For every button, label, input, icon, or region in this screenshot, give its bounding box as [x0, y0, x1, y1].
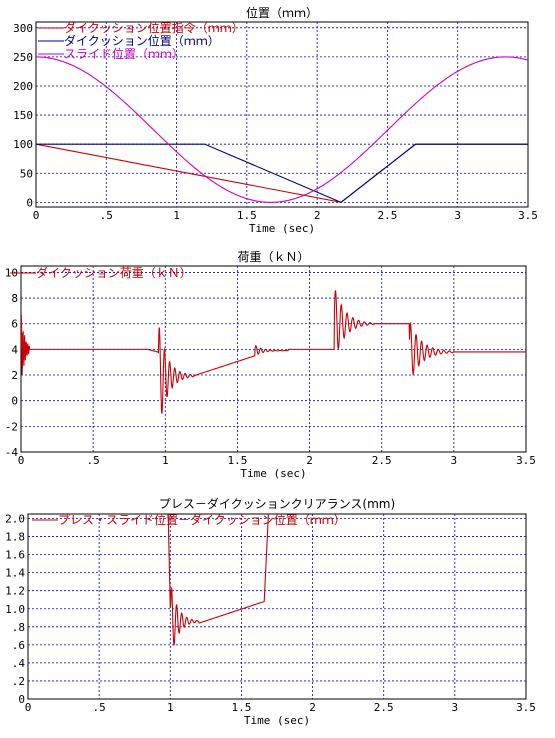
y-tick-label: 0 — [11, 395, 18, 408]
y-tick-label: 100 — [13, 138, 33, 151]
y-tick-label: 2 — [11, 369, 18, 382]
series-line — [36, 143, 528, 203]
x-tick-label: 1.5 — [237, 209, 257, 222]
y-tick-label: 4 — [11, 343, 18, 356]
x-axis-label: Time (sec) — [249, 222, 315, 235]
y-tick-label: .2 — [12, 675, 25, 688]
x-tick-label: 2.5 — [372, 454, 392, 467]
y-tick-label: 1.0 — [5, 603, 25, 616]
legend-entry: ダイクッション位置（ｍｍ） — [64, 33, 220, 48]
x-tick-label: 3.5 — [516, 701, 536, 714]
y-tick-label: 1.2 — [5, 585, 25, 598]
series-line — [167, 514, 269, 646]
x-tick-label: .5 — [100, 209, 113, 222]
legend-entry: プレス・スライド位置－ダイクッション位置（ｍｍ） — [58, 512, 346, 527]
y-tick-label: 50 — [20, 167, 33, 180]
y-tick-label: 6 — [11, 318, 18, 331]
x-axis-label: Time (sec) — [240, 467, 306, 480]
x-tick-label: .5 — [87, 454, 100, 467]
y-tick-label: 2.0 — [5, 513, 25, 526]
x-tick-label: 1.5 — [227, 454, 247, 467]
legend-entry: ダイクッション位置指令（ｍｍ） — [64, 20, 244, 35]
x-tick-label: 1.5 — [231, 701, 251, 714]
x-tick-label: 2 — [309, 701, 316, 714]
series-line — [36, 56, 528, 203]
y-tick-label: .6 — [12, 639, 25, 652]
x-tick-label: 1 — [162, 454, 169, 467]
x-tick-label: 3 — [454, 209, 461, 222]
y-tick-label: -2 — [5, 420, 18, 433]
x-tick-label: 0 — [18, 454, 25, 467]
x-tick-label: 1 — [167, 701, 174, 714]
plot-frame — [35, 21, 529, 208]
x-tick-label: 3 — [452, 701, 459, 714]
series-line — [21, 290, 526, 414]
x-tick-label: 2 — [306, 454, 313, 467]
legend-entry: スライド位置（ｍｍ） — [64, 46, 184, 61]
chart-1: 0 .5 1 1.5 2 2.5 3 3.5 0 50 100 150 200 250 300 Time (s… — [13, 5, 538, 235]
chart-title: プレス－ダイクッションクリアランス(mm) — [159, 496, 395, 511]
x-tick-label: 2.5 — [374, 701, 394, 714]
y-tick-label: 1.6 — [5, 549, 25, 562]
x-tick-label: 1 — [173, 209, 180, 222]
y-tick-label: .4 — [12, 657, 26, 670]
y-tick-label: 200 — [13, 80, 33, 93]
y-tick-label: 0 — [18, 693, 25, 706]
y-tick-label: 1.4 — [5, 567, 25, 580]
x-tick-label: 3.5 — [516, 454, 536, 467]
x-tick-label: 0 — [25, 701, 32, 714]
y-tick-label: 300 — [13, 22, 33, 35]
x-axis-label: Time (sec) — [244, 714, 310, 727]
legend-entry: ダイクッション荷重（ｋＮ） — [36, 265, 192, 280]
plot-frame — [27, 513, 527, 700]
y-tick-label: 250 — [13, 51, 33, 64]
chart-title: 荷重（ｋＮ） — [237, 250, 309, 264]
y-tick-label: 8 — [11, 292, 18, 305]
plot-frame — [20, 265, 527, 453]
x-tick-label: 2.5 — [377, 209, 397, 222]
y-tick-label: -4 — [5, 446, 19, 459]
y-tick-label: 150 — [13, 109, 33, 122]
y-tick-label: 1.8 — [5, 531, 25, 544]
x-tick-label: 0 — [33, 209, 40, 222]
x-tick-label: 3.5 — [518, 209, 538, 222]
chart-title: 位置（ｍｍ） — [246, 5, 318, 20]
y-tick-label: .8 — [12, 621, 25, 634]
x-tick-label: .5 — [93, 701, 106, 714]
chart-3: 0.5 1 1.5 2 2.5 3 3.50.2.4.6.81.01.21.41.61.82… — [5, 496, 536, 727]
x-tick-label: 2 — [314, 209, 321, 222]
y-tick-label: 0 — [26, 196, 33, 209]
x-tick-label: 3 — [451, 454, 458, 467]
